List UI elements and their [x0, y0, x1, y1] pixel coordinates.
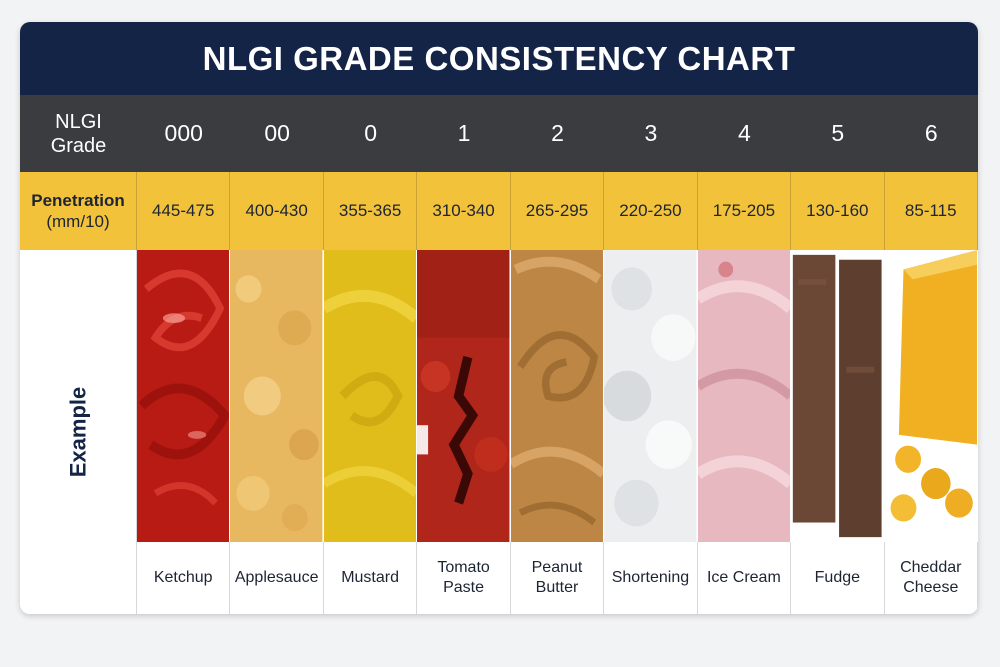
- consistency-table: NLGI Grade 000 00 0 1 2 3 4 5 6 Penetrati…: [20, 95, 978, 614]
- example-name: Peanut Butter: [510, 542, 605, 614]
- example-name: Ketchup: [137, 542, 231, 614]
- penetration-cell: 265-295: [510, 172, 605, 250]
- shortening-image: [604, 250, 698, 542]
- grade-cell: 4: [697, 95, 792, 172]
- grade-cell: 6: [884, 95, 978, 172]
- example-header: Example: [20, 250, 137, 614]
- ice-cream-image: [697, 250, 792, 542]
- example-name: Applesauce: [230, 542, 324, 614]
- penetration-label: Penetration: [31, 191, 125, 210]
- tomato-paste-image: [417, 250, 511, 542]
- nlgi-grade-header: NLGI Grade: [20, 95, 137, 172]
- penetration-cell: 175-205: [697, 172, 792, 250]
- example-name: Fudge: [791, 542, 885, 614]
- consistency-chart-card: NLGI GRADE CONSISTENCY CHART NLGI Grade 0…: [20, 22, 978, 614]
- example-name: Tomato Paste: [417, 542, 511, 614]
- cheddar-cheese-image: [884, 250, 978, 542]
- example-name-text: Peanut Butter: [531, 559, 583, 596]
- example-name-text: Tomato Paste: [437, 559, 490, 596]
- applesauce-image: [230, 250, 324, 542]
- ketchup-image: [137, 250, 231, 542]
- mustard-image: [323, 250, 418, 542]
- example-name: Mustard: [323, 542, 418, 614]
- penetration-unit: (mm/10): [46, 212, 110, 231]
- peanut-butter-image: [510, 250, 605, 542]
- grade-cell: 3: [604, 95, 698, 172]
- fudge-image: [791, 250, 885, 542]
- penetration-header: Penetration (mm/10): [20, 172, 137, 250]
- chart-title: NLGI GRADE CONSISTENCY CHART: [20, 22, 978, 95]
- grade-cell: 00: [230, 95, 324, 172]
- penetration-cell: 85-115: [884, 172, 978, 250]
- penetration-cell: 130-160: [791, 172, 885, 250]
- grade-cell: 000: [137, 95, 231, 172]
- example-name: Ice Cream: [697, 542, 792, 614]
- penetration-cell: 355-365: [323, 172, 418, 250]
- penetration-cell: 445-475: [137, 172, 231, 250]
- grade-cell: 0: [323, 95, 418, 172]
- grade-cell: 1: [417, 95, 511, 172]
- penetration-cell: 220-250: [604, 172, 698, 250]
- grade-cell: 2: [510, 95, 605, 172]
- example-label: Example: [65, 386, 90, 478]
- example-name: Shortening: [604, 542, 698, 614]
- penetration-cell: 400-430: [230, 172, 324, 250]
- example-name-text: Cheddar Cheese: [900, 559, 962, 596]
- grade-cell: 5: [791, 95, 885, 172]
- example-name: Cheddar Cheese: [884, 542, 978, 614]
- penetration-cell: 310-340: [417, 172, 511, 250]
